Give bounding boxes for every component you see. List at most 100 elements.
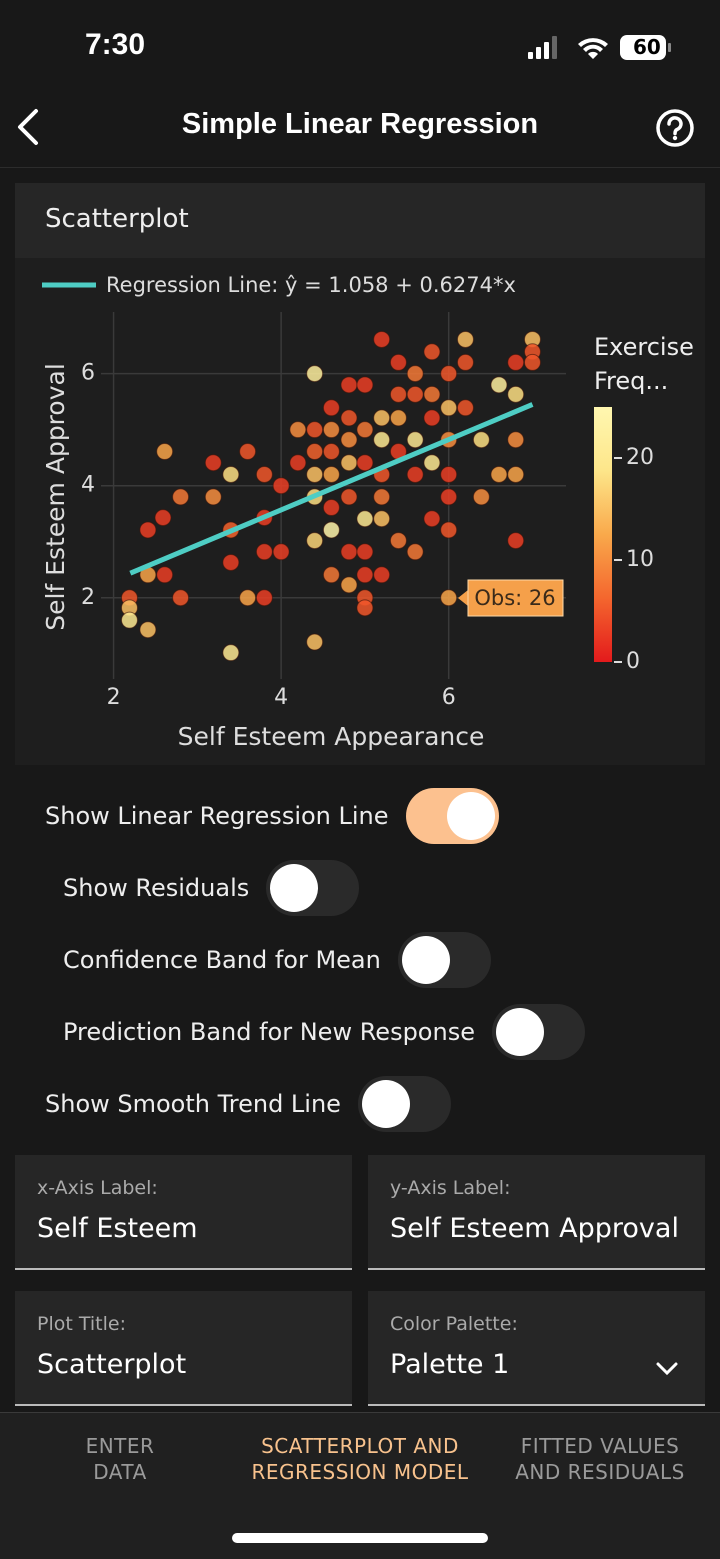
field-value: Self Esteem Approval xyxy=(390,1213,679,1244)
toggle-label: Confidence Band for Mean xyxy=(63,946,381,974)
point xyxy=(423,409,441,427)
toggle-row: Show Smooth Trend Line xyxy=(0,1076,720,1132)
point xyxy=(322,566,340,584)
toggle-knob xyxy=(495,1008,544,1056)
field-value: Self Esteem xyxy=(37,1213,198,1244)
point xyxy=(423,343,441,361)
point xyxy=(356,599,374,617)
toggle-switch[interactable] xyxy=(266,860,360,916)
toggle-label: Show Residuals xyxy=(63,874,250,902)
point xyxy=(456,330,474,348)
tooltip-pointer xyxy=(458,590,468,606)
tab[interactable]: FITTED VALUES AND RESIDUALS xyxy=(480,1433,720,1485)
toggle-switch[interactable] xyxy=(405,788,499,844)
toggle-switch[interactable] xyxy=(357,1076,451,1132)
point xyxy=(340,488,358,506)
colorbar-tick-label: 20 xyxy=(626,445,654,470)
toggle-label: Prediction Band for New Response xyxy=(63,1018,475,1046)
point xyxy=(272,477,290,495)
point xyxy=(356,566,374,584)
point xyxy=(222,644,240,662)
point xyxy=(373,431,391,449)
point xyxy=(440,365,458,383)
toggle-row: Show Linear Regression Line xyxy=(0,788,720,844)
point xyxy=(490,465,508,483)
colorbar-title: Exercise Freq... xyxy=(594,333,694,395)
tooltip-box xyxy=(467,579,564,617)
point xyxy=(172,589,190,607)
point xyxy=(340,576,358,594)
point xyxy=(172,488,190,506)
toggle-knob xyxy=(446,792,495,840)
point xyxy=(204,454,222,472)
point xyxy=(507,532,525,550)
point xyxy=(389,385,407,403)
toggle-switch[interactable] xyxy=(491,1004,585,1060)
point xyxy=(406,543,424,561)
point xyxy=(239,443,257,461)
x-tick-label: 6 xyxy=(442,685,456,710)
point xyxy=(389,409,407,427)
y-axis-title: Self Esteem Approval xyxy=(41,363,70,631)
help-button[interactable] xyxy=(654,107,696,149)
card-header xyxy=(15,183,705,258)
tab[interactable]: ENTER DATA xyxy=(0,1433,240,1485)
point xyxy=(222,465,240,483)
point xyxy=(356,510,374,528)
field-label: x-Axis Label: xyxy=(37,1177,158,1199)
point xyxy=(472,431,490,449)
select-field[interactable]: Color Palette: Palette 1 xyxy=(368,1291,705,1406)
point xyxy=(356,543,374,561)
point xyxy=(255,543,273,561)
point xyxy=(373,488,391,506)
point xyxy=(340,454,358,472)
toggle-label: Show Smooth Trend Line xyxy=(45,1090,341,1118)
text-field[interactable]: Plot Title: Scatterplot xyxy=(15,1291,352,1406)
toggle-switch[interactable] xyxy=(397,932,491,988)
regression-line xyxy=(129,402,534,576)
point xyxy=(523,353,541,371)
point xyxy=(222,553,240,571)
point xyxy=(340,376,358,394)
point xyxy=(322,421,340,439)
toggle-row: Prediction Band for New Response xyxy=(0,1004,720,1060)
dropdown-chevron xyxy=(656,1362,678,1376)
home-indicator xyxy=(232,1533,488,1543)
point xyxy=(356,421,374,439)
field-label: y-Axis Label: xyxy=(390,1177,511,1199)
toggle-knob xyxy=(361,1080,410,1128)
point xyxy=(389,353,407,371)
point xyxy=(373,510,391,528)
tab-label: SCATTERPLOT AND REGRESSION MODEL xyxy=(251,1434,469,1484)
text-field[interactable]: y-Axis Label: Self Esteem Approval xyxy=(368,1155,705,1270)
point xyxy=(406,365,424,383)
point xyxy=(490,376,508,394)
point xyxy=(507,353,525,371)
point xyxy=(456,399,474,417)
point xyxy=(289,454,307,472)
tab[interactable]: SCATTERPLOT AND REGRESSION MODEL xyxy=(240,1433,480,1485)
point xyxy=(289,421,307,439)
point xyxy=(306,633,324,651)
point xyxy=(306,532,324,550)
point xyxy=(356,454,374,472)
back-button[interactable] xyxy=(10,105,50,149)
point xyxy=(156,566,174,584)
chart-card xyxy=(15,183,705,765)
point xyxy=(440,465,458,483)
x-axis-title: Self Esteem Appearance xyxy=(178,722,485,751)
point xyxy=(406,465,424,483)
x-tick-label: 4 xyxy=(274,685,288,710)
point xyxy=(423,385,441,403)
point xyxy=(306,365,324,383)
point xyxy=(440,589,458,607)
tooltip-label: Obs: 26 xyxy=(474,586,555,610)
text-field[interactable]: x-Axis Label: Self Esteem xyxy=(15,1155,352,1270)
tab-label: FITTED VALUES AND RESIDUALS xyxy=(515,1434,685,1484)
point xyxy=(507,431,525,449)
point xyxy=(507,465,525,483)
point xyxy=(306,443,324,461)
point xyxy=(340,409,358,427)
point xyxy=(322,443,340,461)
